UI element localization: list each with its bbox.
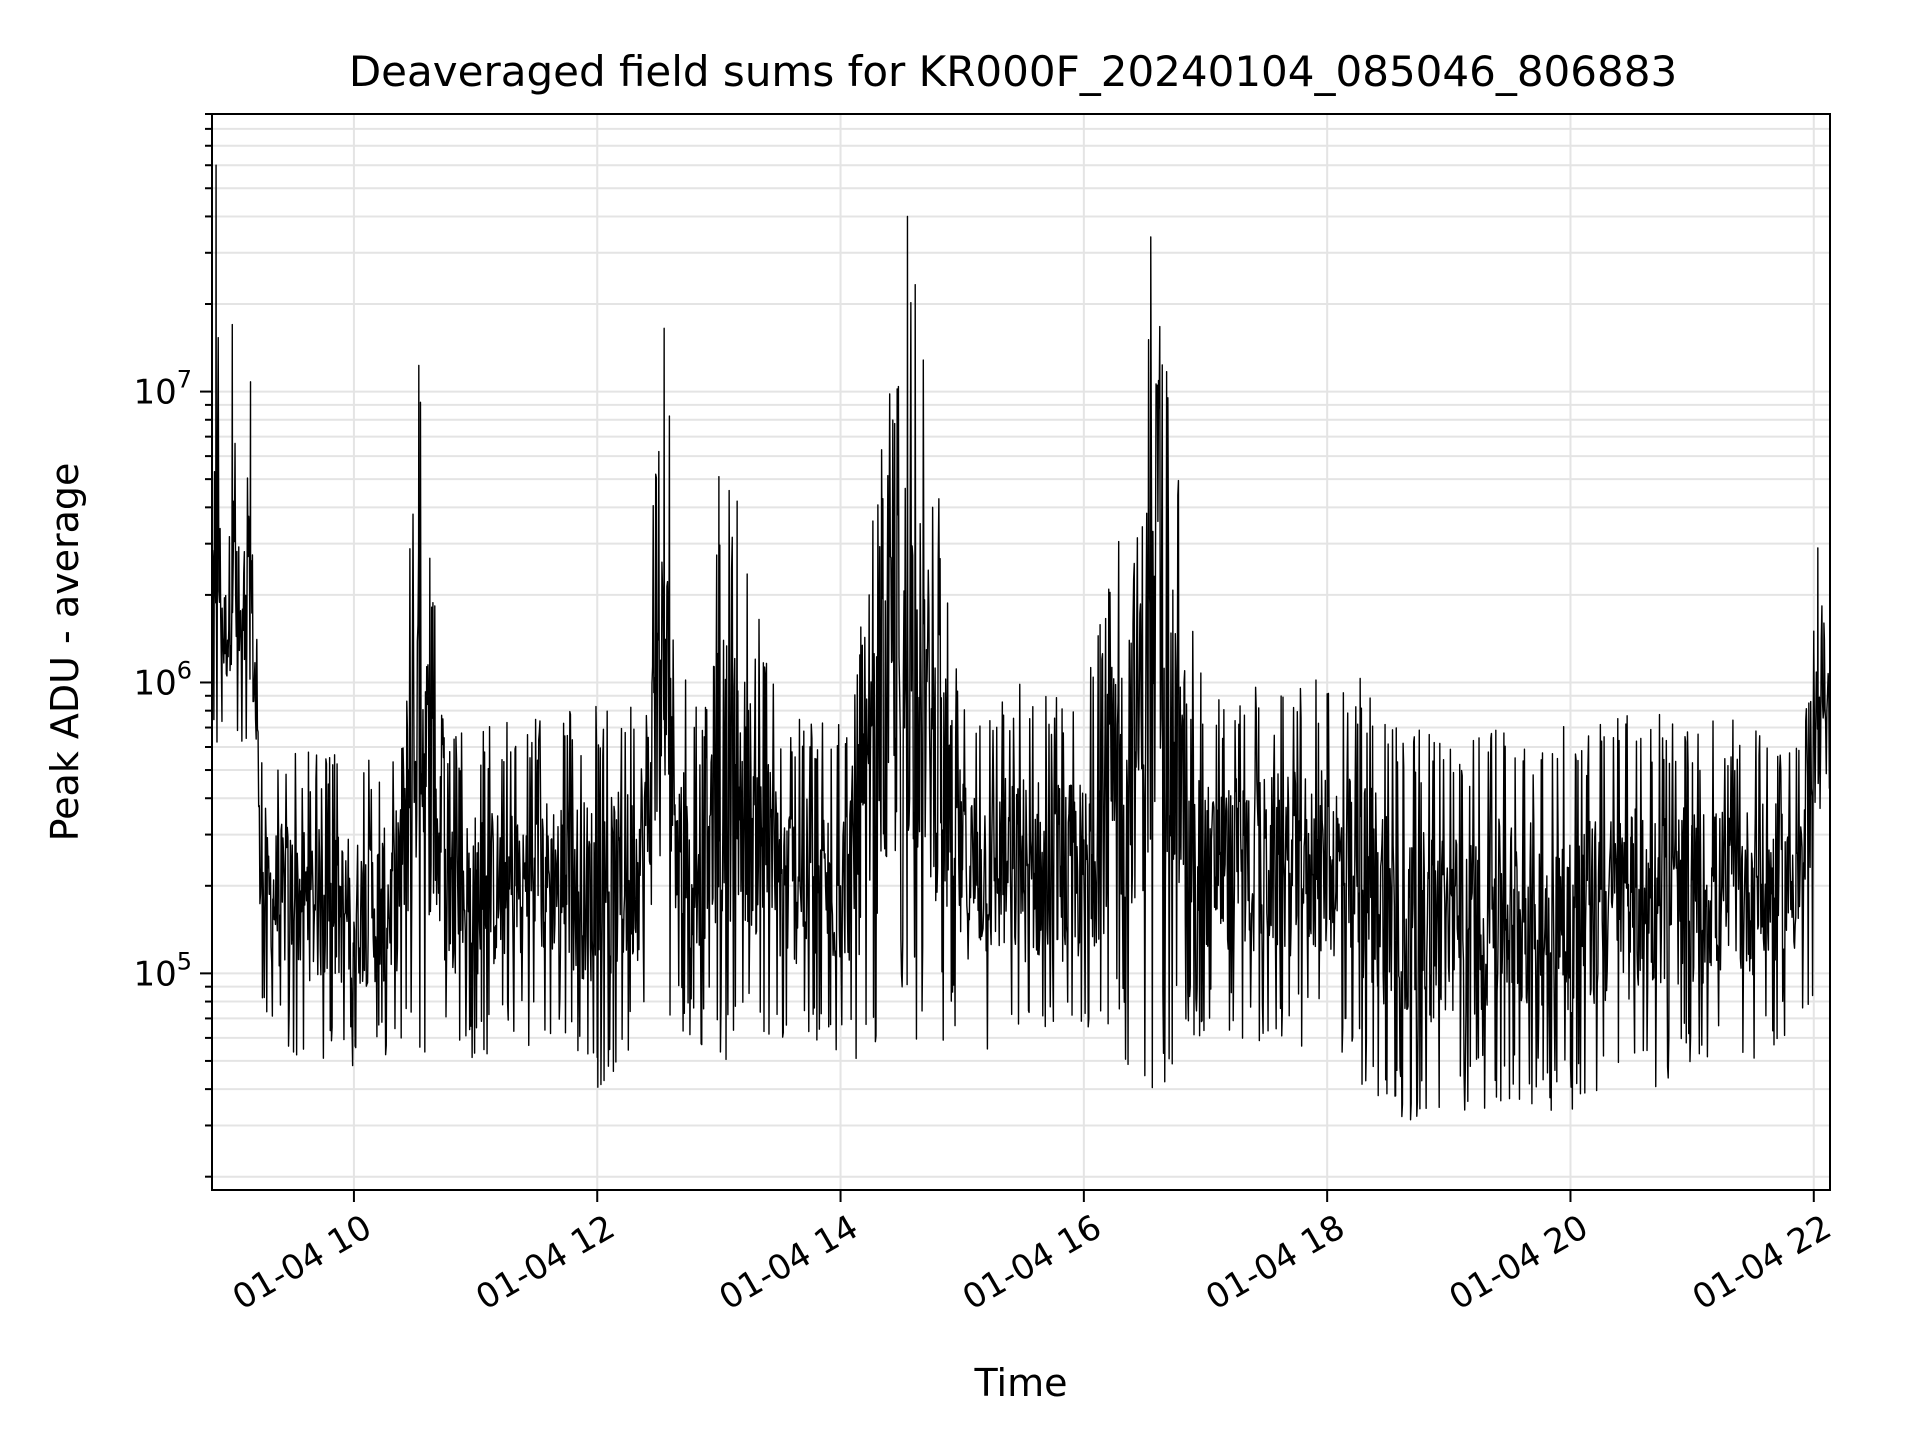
- y-tick-label: 106: [133, 656, 192, 703]
- plot-frame: [211, 113, 1831, 1191]
- y-axis-ticks: 105 106 107: [133, 113, 212, 1178]
- y-tick-label: 105: [133, 947, 192, 994]
- y-tick-label: 107: [133, 366, 192, 413]
- data-series: [211, 164, 1831, 1121]
- x-axis-label: Time: [974, 1361, 1068, 1405]
- y-axis-label: Peak ADU - average: [43, 463, 87, 842]
- chart-title: Deaveraged field sums for KR000F_2024010…: [349, 47, 1677, 96]
- series-line: [211, 164, 1831, 1121]
